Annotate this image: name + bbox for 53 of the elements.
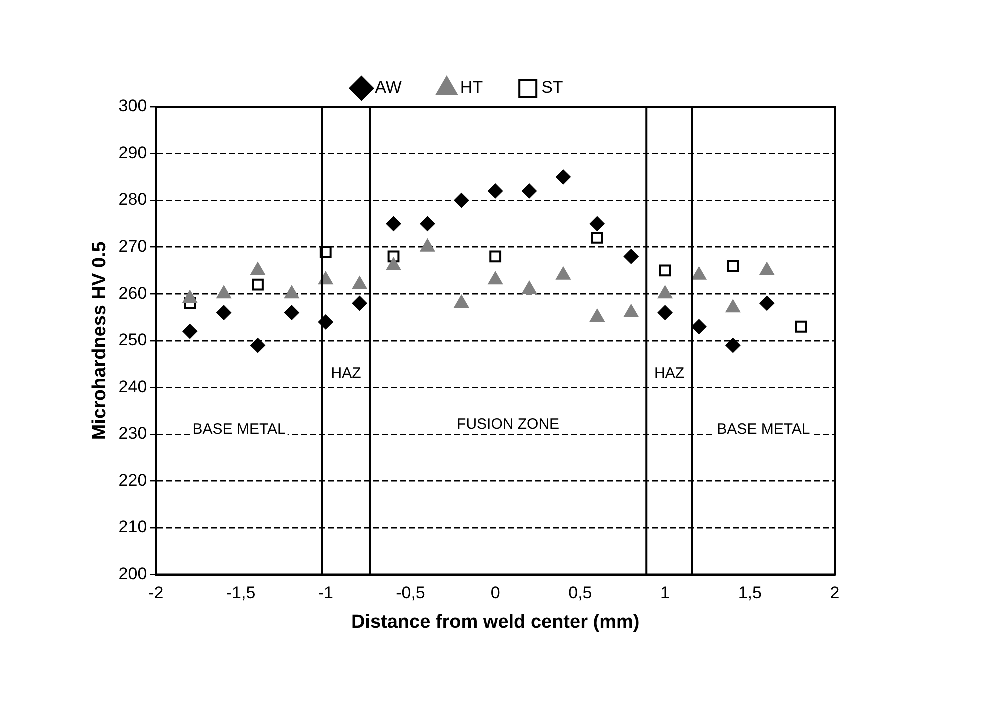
point xyxy=(386,216,402,232)
x-tick-label: 2 xyxy=(830,584,840,603)
point xyxy=(760,296,775,311)
point xyxy=(591,232,604,244)
y-tick-label: 210 xyxy=(118,518,148,537)
point xyxy=(522,184,538,199)
annotation: BASE METAL xyxy=(717,421,810,438)
x-tick-label: -1 xyxy=(318,584,334,603)
y-tick-label: 270 xyxy=(118,237,148,256)
x-axis-title: Distance from weld center (mm) xyxy=(351,612,640,633)
point xyxy=(284,305,300,320)
legend-label: ST xyxy=(542,78,564,98)
x-tick-label: 0 xyxy=(490,584,500,603)
point xyxy=(727,260,740,272)
x-tick-label: 0,5 xyxy=(568,584,592,603)
y-axis-title: Microhardness HV 0.5 xyxy=(90,241,111,440)
point xyxy=(216,305,232,320)
legend-label: AW xyxy=(375,78,402,98)
x-tick-label: -2 xyxy=(148,584,164,603)
point xyxy=(420,216,436,232)
annotation: HAZ xyxy=(331,364,362,382)
x-tick-label: 1 xyxy=(660,584,670,603)
point xyxy=(726,338,741,354)
y-tick-label: 230 xyxy=(118,424,148,444)
y-tick-label: 240 xyxy=(118,377,148,396)
point xyxy=(488,184,504,199)
x-tick-label: 1,5 xyxy=(738,584,762,603)
y-tick-label: 220 xyxy=(118,470,148,490)
x-tick-label: -1,5 xyxy=(226,584,256,603)
point xyxy=(490,250,502,263)
y-tick-label: 300 xyxy=(118,96,148,116)
y-tick-label: 290 xyxy=(118,143,148,162)
y-tick-label: 260 xyxy=(118,284,148,303)
y-tick-label: 280 xyxy=(118,190,148,210)
x-tick-label: -0,5 xyxy=(396,584,426,603)
point xyxy=(252,278,264,291)
annotation: BASE METAL xyxy=(192,421,286,438)
point xyxy=(692,319,707,334)
point xyxy=(590,216,605,232)
point xyxy=(182,324,198,340)
point xyxy=(556,170,571,185)
point xyxy=(624,249,639,264)
y-tick-label: 200 xyxy=(118,564,148,584)
annotation: HAZ xyxy=(654,364,685,382)
point xyxy=(250,338,266,354)
point xyxy=(795,320,808,333)
annotation: FUSION ZONE xyxy=(457,416,560,434)
point xyxy=(454,193,470,208)
point xyxy=(658,305,673,320)
point xyxy=(659,264,672,277)
legend-label: HT xyxy=(460,78,484,98)
y-tick-label: 250 xyxy=(118,330,148,350)
point xyxy=(352,296,368,311)
